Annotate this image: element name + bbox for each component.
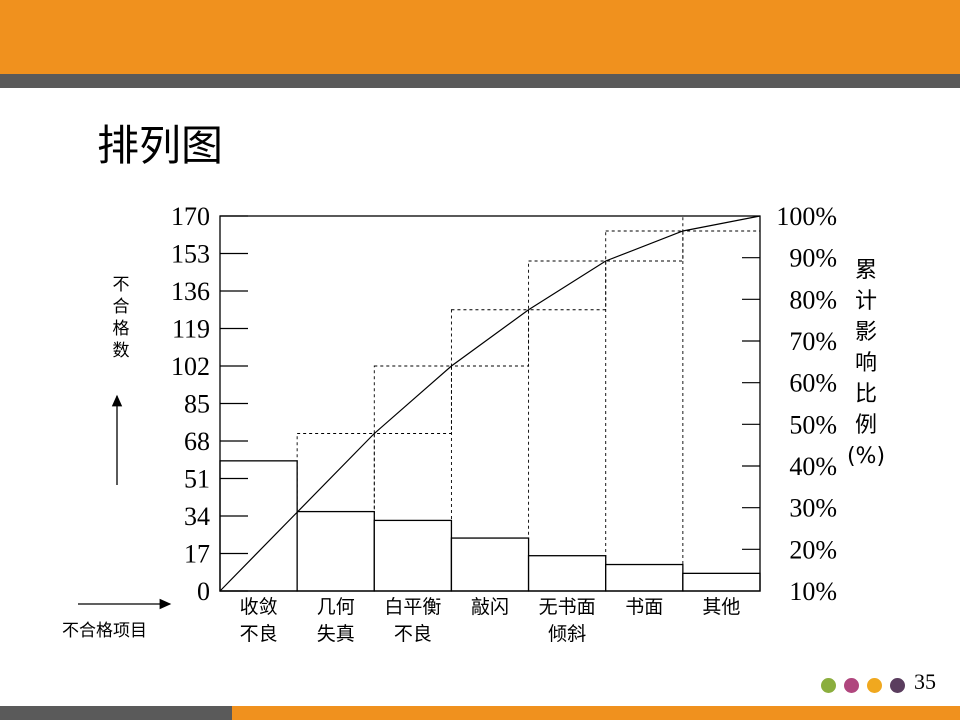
right-axis-label-char: 比 (855, 382, 877, 407)
page-number: 35 (914, 669, 936, 694)
category-label: 白平衡 (384, 596, 441, 618)
category-label: 其他 (702, 596, 740, 618)
right-axis-label-char: (%) (847, 444, 885, 469)
left-tick-label: 102 (171, 352, 210, 381)
right-tick-label: 10% (789, 577, 837, 606)
right-tick-label: 50% (789, 410, 837, 439)
left-tick-label: 170 (171, 202, 210, 231)
right-axis-label-char: 例 (855, 413, 877, 438)
left-tick-label: 136 (171, 277, 210, 306)
left-axis-label-char: 合 (113, 297, 130, 317)
cumulative-line (219, 215, 761, 592)
right-tick-label: 20% (789, 535, 837, 564)
bar-4 (527, 555, 607, 592)
left-axis-label-char: 格 (113, 319, 130, 339)
right-tick-label: 40% (789, 452, 837, 481)
right-axis-ticks: 10% 20% 30% 40% 50% 60% 70% 80% 90% 100% (742, 202, 837, 606)
category-label: 敲闪 (471, 596, 509, 618)
header-rule (0, 74, 960, 88)
right-tick-label: 100% (776, 202, 837, 231)
right-tick-label: 60% (789, 369, 837, 398)
left-tick-label: 34 (184, 502, 210, 531)
bar-0 (219, 460, 298, 592)
bar-series (219, 460, 761, 592)
bar-3 (450, 537, 530, 592)
right-axis-label-char: 累 (855, 258, 877, 283)
footer-bar-gray (0, 706, 232, 720)
right-tick-label: 70% (789, 327, 837, 356)
slide-title: 排列图 (97, 121, 224, 170)
right-tick-label: 30% (789, 494, 837, 523)
bar-5 (605, 563, 684, 592)
left-tick-label: 119 (172, 315, 210, 344)
right-tick-label: 80% (789, 285, 837, 314)
category-label: 几何 (317, 596, 355, 618)
green-dot (821, 678, 836, 693)
left-axis-ticks: 0 17 34 51 68 85 102 119 136 153 170 (171, 202, 248, 606)
category-label: 倾斜 (548, 623, 586, 645)
left-tick-label: 0 (197, 577, 210, 606)
left-axis-label-char: 数 (113, 341, 130, 361)
step-box-2 (373, 365, 452, 434)
bar-2 (373, 519, 453, 592)
left-tick-label: 153 (171, 240, 210, 269)
left-tick-label: 85 (184, 390, 210, 419)
purple-dot (890, 678, 905, 693)
yellow-dot (867, 678, 882, 693)
magenta-dot (844, 678, 859, 693)
step-box-4 (528, 260, 607, 311)
right-axis-label-char: 影 (855, 320, 877, 345)
category-label: 失真 (317, 623, 355, 645)
right-axis-label-char: 响 (855, 351, 877, 376)
category-label: 不良 (240, 623, 278, 645)
left-tick-label: 68 (184, 427, 210, 456)
left-axis-label-char: 不 (113, 275, 130, 295)
footer-bar-orange (232, 706, 960, 720)
x-axis-label: 不合格项目 (62, 621, 147, 641)
category-label: 书面 (625, 596, 663, 618)
left-tick-label: 51 (184, 465, 210, 494)
category-label: 不良 (394, 623, 432, 645)
category-label: 无书面 (539, 596, 596, 618)
header-band (0, 0, 960, 74)
bar-6 (682, 572, 761, 592)
bar-1 (296, 510, 375, 592)
right-axis-label-char: 计 (855, 289, 877, 314)
category-label: 收敛 (240, 596, 278, 618)
step-box-3 (450, 309, 530, 367)
left-tick-label: 17 (184, 540, 210, 569)
right-tick-label: 90% (789, 244, 837, 273)
